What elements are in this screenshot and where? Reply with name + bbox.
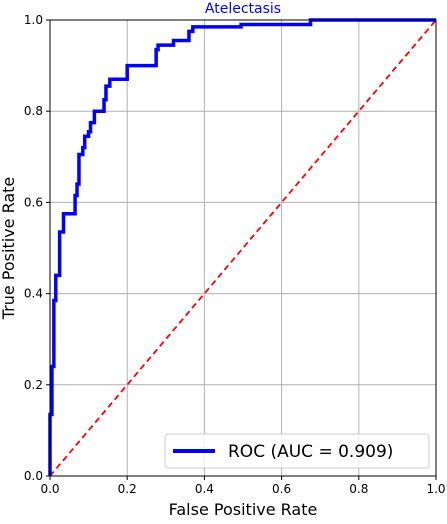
x-axis-label: False Positive Rate [169,500,318,519]
y-tick-label: 0.4 [24,287,43,301]
y-tick-label: 0.6 [24,195,43,209]
y-tick-label: 0.2 [24,378,43,392]
ticks: 0.0 0.2 0.4 0.6 0.8 1.0 0.0 0.2 0.4 0.6 0.8 1.0 [24,13,446,496]
x-tick-label: 0.2 [118,482,137,496]
roc-curve [48,18,436,476]
x-tick-label: 0.4 [195,482,214,496]
chart-title: Atelectasis [205,1,281,17]
y-tick-label: 1.0 [24,13,43,27]
series-layer [48,18,437,477]
y-tick-label: 0.8 [24,104,43,118]
x-tick-label: 0.0 [40,482,59,496]
legend-box [164,433,430,469]
chance-line [49,19,437,477]
x-tick-label: 0.8 [349,482,368,496]
y-tick-label: 0.0 [24,469,43,483]
x-tick-label: 1.0 [426,482,445,496]
y-axis-label: True Positive Rate [0,177,18,321]
legend-label: ROC (AUC = 0.909) [228,442,393,462]
legend: ROC (AUC = 0.909) [164,433,430,469]
x-tick-label: 0.6 [272,482,291,496]
plot-frame [49,19,437,477]
